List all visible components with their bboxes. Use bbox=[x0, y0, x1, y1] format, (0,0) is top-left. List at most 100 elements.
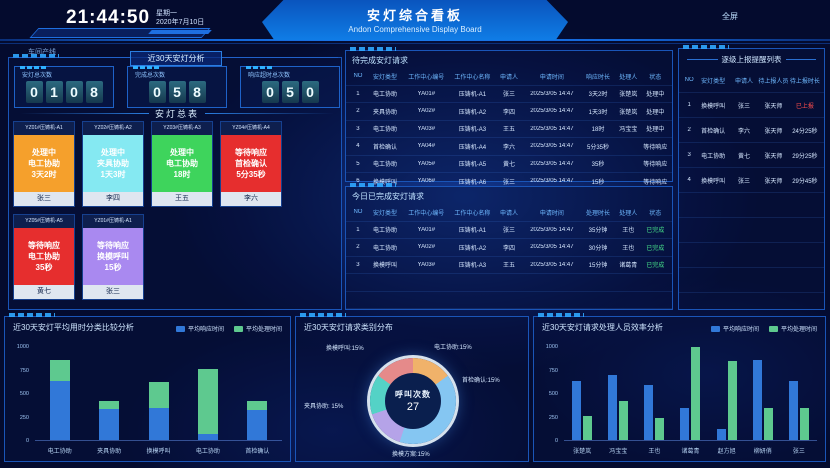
table-empty-row bbox=[346, 290, 672, 309]
date-label: 2020年7月10日 bbox=[156, 19, 205, 26]
table-cell: 3 bbox=[687, 152, 691, 158]
bar-segment bbox=[197, 434, 218, 440]
card-status-body: 等待响应 首检确认 5分35秒 bbox=[221, 135, 281, 192]
card-status-text: 等待响应 bbox=[28, 241, 60, 250]
card-type-text: 换模呼叫 bbox=[97, 252, 129, 261]
card-status-body: 处理中 夹具协助 1天3时 bbox=[83, 135, 143, 192]
table-cell: 3 bbox=[356, 261, 360, 268]
table-cell: 压铸机-A2 bbox=[458, 109, 487, 116]
bar-group bbox=[564, 381, 600, 440]
table-cell: 电工协助 bbox=[372, 92, 397, 99]
x-category-label: 王也 bbox=[648, 449, 661, 455]
request-category-chart-panel: 近30天安灯请求类别分布 呼叫次数 27 电工协助:15% 首检确认:15% 换… bbox=[295, 313, 529, 462]
chart1-legend: 平均响应时间 平均处理时间 bbox=[175, 324, 282, 333]
bar-pair bbox=[752, 360, 773, 440]
legend-item: 平均处理时间 bbox=[768, 324, 817, 333]
x-category-label: 电工协助 bbox=[195, 449, 220, 455]
tab-30day-analysis[interactable]: 近30天安灯分析 bbox=[130, 51, 222, 66]
column-header: 申请人 bbox=[499, 74, 518, 81]
table-cell: YA02# bbox=[417, 244, 436, 251]
card-type-text: 首检确认 bbox=[235, 159, 267, 168]
andon-card[interactable]: YZ01#压铸机-A1 等待响应 换模呼叫 15秒 张三 bbox=[82, 214, 144, 300]
table-cell: 29分25秒 bbox=[792, 153, 818, 160]
table-cell: 首检确认 bbox=[701, 128, 726, 135]
chart1-x-labels: 电工协助 夹具协助 换模呼叫 电工协助 首检确认 bbox=[35, 446, 282, 456]
y-tick-label: 750 bbox=[548, 367, 558, 374]
chart3-y-axis: 0 250 500 750 1000 bbox=[536, 344, 560, 444]
bar-group bbox=[745, 360, 781, 440]
table-cell: 等待响应 bbox=[643, 179, 668, 186]
card-type-text: 夹具协助 bbox=[97, 159, 129, 168]
card-duration-text: 15秒 bbox=[104, 263, 122, 272]
bar-group bbox=[35, 360, 84, 440]
fullscreen-button[interactable]: 全屏 bbox=[722, 12, 738, 21]
bar-group bbox=[183, 368, 232, 440]
card-machine-label: YZ03#压铸机-A3 bbox=[152, 122, 212, 135]
column-header: 响应时长 bbox=[585, 74, 610, 81]
column-header: 安灯类型 bbox=[372, 74, 397, 81]
table-cell: 5分35秒 bbox=[586, 144, 609, 151]
escalation-title-text: 逐级上报提醒列表 bbox=[721, 55, 782, 64]
bar-segment bbox=[247, 409, 268, 440]
table-cell: YA01# bbox=[417, 90, 436, 97]
chart1-title: 近30天安灯平均用时分类比较分析 bbox=[13, 323, 134, 332]
card-type-text: 电工协助 bbox=[28, 159, 60, 168]
andon-card[interactable]: YZ05#压铸机-A5 等待响应 电工协助 35秒 黄七 bbox=[13, 214, 75, 300]
table-cell: 35分钟 bbox=[588, 228, 608, 235]
x-category-label: 电工协助 bbox=[47, 449, 72, 455]
table-cell: 压铸机-A5 bbox=[458, 162, 487, 169]
table-cell: 2025/3/05 14:47 bbox=[530, 178, 574, 185]
andon-card[interactable]: YZ04#压铸机-A4 等待响应 首检确认 5分35秒 李六 bbox=[220, 121, 282, 207]
card-duration-text: 1天3时 bbox=[100, 170, 126, 179]
column-header: 状态 bbox=[649, 210, 662, 217]
counter-box: 完成总次数 0 5 8 bbox=[127, 66, 227, 108]
card-status-text: 等待响应 bbox=[235, 148, 267, 157]
andon-card[interactable]: YZ03#压铸机-A3 处理中 电工协助 18时 王五 bbox=[151, 121, 213, 207]
counter-label: 安灯总次数 bbox=[22, 73, 53, 79]
counter-digit: 8 bbox=[85, 81, 103, 103]
andon-card[interactable]: YZ02#压铸机-A2 处理中 夹具协助 1天3时 李四 bbox=[82, 121, 144, 207]
legend-label: 平均响应时间 bbox=[722, 327, 759, 333]
bar bbox=[752, 360, 762, 440]
counter-digit: 0 bbox=[25, 81, 43, 103]
table-empty-row bbox=[679, 242, 824, 267]
escalation-table: NO 安灯类型 申请人 待上报人员 待上报时长 1 换模呼叫 张三 张天师 已上报 2 首检确认 李六张… bbox=[679, 68, 824, 317]
bar bbox=[799, 408, 809, 440]
bar bbox=[644, 384, 654, 440]
counter-row: 安灯总次数 0 1 0 8 完成总次数 0 5 8 响应超时总次数 0 5 0 bbox=[14, 66, 340, 108]
column-header: NO bbox=[353, 73, 363, 80]
table-cell: 张三 bbox=[502, 228, 515, 235]
table-cell: 15分钟 bbox=[588, 263, 608, 270]
table-cell: 30分钟 bbox=[588, 245, 608, 252]
counter-label: 响应超时总次数 bbox=[248, 73, 291, 79]
card-duration-text: 18时 bbox=[173, 170, 191, 179]
bar bbox=[608, 375, 618, 440]
handler-efficiency-chart-panel: 近30天安灯请求处理人员效率分析 平均响应时间 平均处理时间 0 250 500 750… bbox=[533, 313, 826, 462]
card-status-body: 等待响应换模呼叫 15秒 bbox=[83, 228, 143, 285]
counter-digit: 0 bbox=[148, 81, 166, 103]
table-cell: 张楚岚 bbox=[619, 109, 638, 116]
slice-label-electric: 电工协助:15% bbox=[434, 345, 472, 351]
table-cell: 李六 bbox=[737, 128, 750, 135]
x-category-label: 张三 bbox=[792, 449, 805, 455]
x-category-label: 张楚岚 bbox=[573, 449, 592, 455]
table-cell: 压铸机-A2 bbox=[458, 245, 487, 252]
card-status-text: 等待响应 bbox=[97, 241, 129, 250]
andon-board-title: 安灯总表 bbox=[14, 107, 340, 120]
table-cell: 王也 bbox=[622, 228, 635, 235]
card-person-label: 张三 bbox=[83, 285, 143, 299]
bar bbox=[727, 361, 737, 440]
legend-label: 平均处理时间 bbox=[780, 327, 817, 333]
table-row: 4 首检确认 YA04# 压铸机-A4 李六 2025/3/05 14:47 5分35秒 等待… bbox=[346, 137, 672, 155]
legend-color-chip bbox=[233, 325, 243, 332]
andon-card[interactable]: YZ01#压铸机-A1 处理中 电工协助 3天2时 张三 bbox=[13, 121, 75, 207]
counter-label: 完成总次数 bbox=[135, 73, 166, 79]
header-left-decoration-2 bbox=[148, 30, 212, 34]
counter-digit: 8 bbox=[188, 81, 206, 103]
y-tick-label: 500 bbox=[548, 391, 558, 397]
header-divider-line bbox=[0, 39, 830, 41]
bar-segment bbox=[197, 368, 218, 435]
bar-pair bbox=[680, 346, 701, 440]
table-cell: 王五 bbox=[502, 263, 515, 270]
card-duration-text: 35秒 bbox=[35, 263, 53, 272]
